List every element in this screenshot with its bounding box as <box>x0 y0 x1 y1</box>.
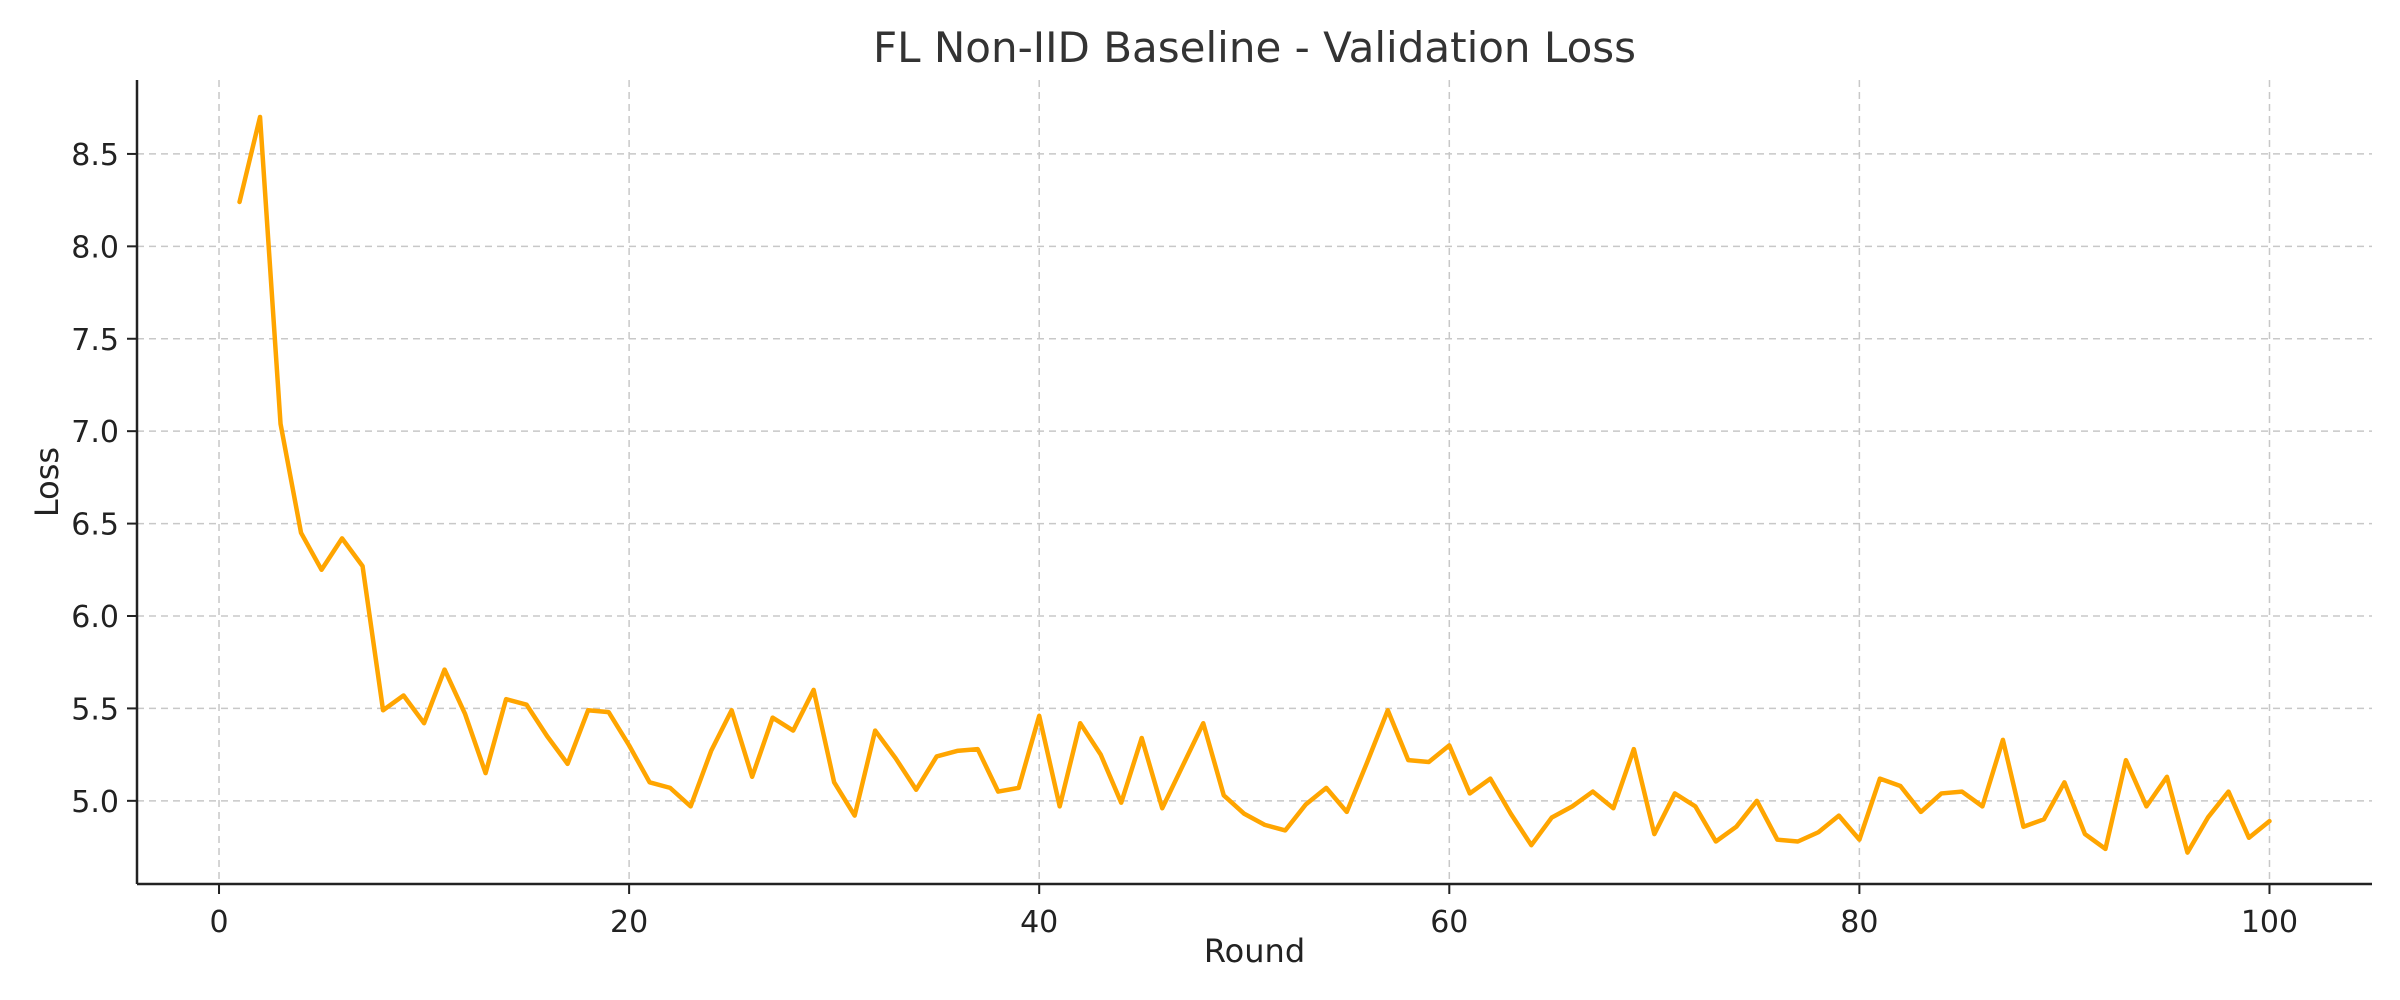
chart-title: FL Non-IID Baseline - Validation Loss <box>873 23 1636 72</box>
x-tick-label: 60 <box>1430 905 1468 940</box>
x-tick-label: 40 <box>1020 905 1058 940</box>
y-tick-label: 7.0 <box>71 415 119 450</box>
grid <box>137 80 2372 884</box>
y-axis-label: Loss <box>28 447 66 517</box>
y-tick-label: 5.0 <box>71 785 119 820</box>
y-tick-label: 5.5 <box>71 692 119 727</box>
y-tick-label: 6.0 <box>71 600 119 635</box>
y-tick-label: 8.0 <box>71 230 119 265</box>
y-tick-label: 7.5 <box>71 323 119 358</box>
x-tick-label: 80 <box>1840 905 1878 940</box>
y-tick-label: 6.5 <box>71 508 119 543</box>
x-tick-label: 0 <box>209 905 228 940</box>
x-tick-label: 20 <box>610 905 648 940</box>
axes <box>135 80 2372 886</box>
x-tick-label: 100 <box>2241 905 2298 940</box>
series <box>237 114 2272 855</box>
loss-series-line <box>237 114 2272 855</box>
ticks: 0 20 40 60 80 100 5.0 5.5 6.0 6.5 7.0 7.5 8.0 8.5 <box>71 138 2298 940</box>
x-axis-label: Round <box>1204 932 1305 970</box>
y-tick-label: 8.5 <box>71 138 119 173</box>
